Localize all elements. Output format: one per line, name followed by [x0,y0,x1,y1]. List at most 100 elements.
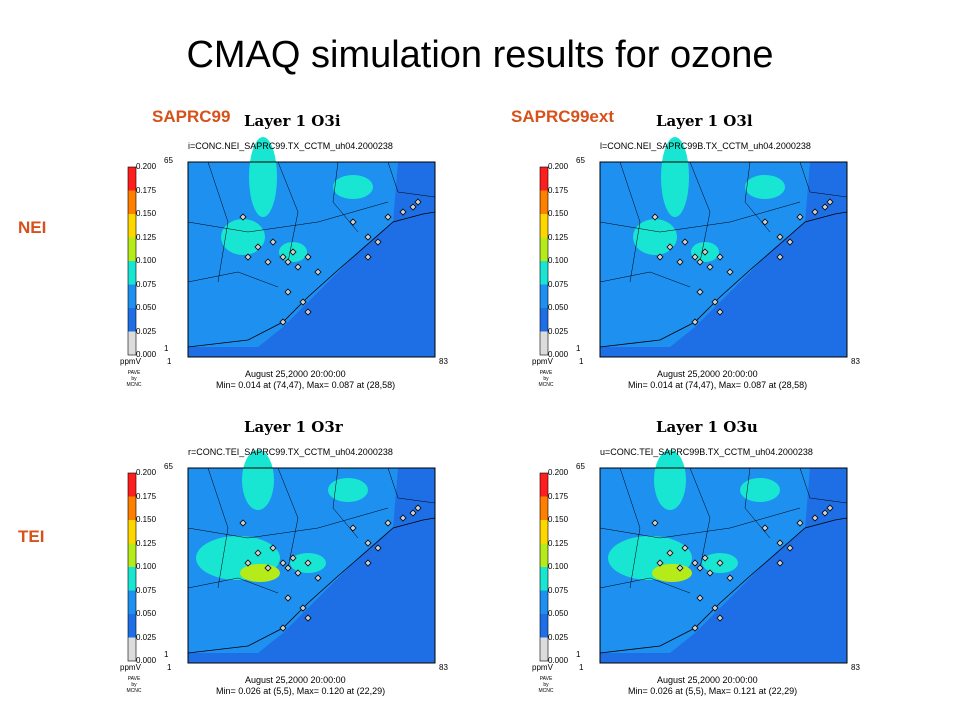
color-scale-tick: 0.000 [548,350,569,359]
county-boundary [187,577,279,594]
min-max-label: Min= 0.026 at (5,5), Max= 0.120 at (22,2… [216,686,386,696]
ozone-plume [654,450,686,510]
county-boundary [187,507,389,539]
monitor-station-marker [706,569,714,577]
county-boundary [387,467,436,504]
plot-title: Layer 1 O3u [656,418,758,436]
plot-panel-o3i: Layer 1 O3i i=CONC.NEI_SAPRC99.TX_CCTM_uh… [110,112,460,417]
color-bar-segment [540,331,548,355]
monitor-station-marker [304,308,312,316]
monitor-station-marker [711,298,719,306]
unit-label: ppmV [120,663,141,672]
monitor-station-marker [676,564,684,572]
color-bar-segment [128,473,136,497]
county-boundary [387,161,436,198]
monitor-station-marker [716,253,724,261]
coastline [599,211,848,348]
x-axis-min-label: 1 [579,357,584,366]
unit-label: ppmV [532,663,553,672]
monitor-station-marker [264,564,272,572]
color-bar-segment [540,567,548,591]
color-scale-tick: 0.075 [548,279,569,289]
county-boundary [599,507,801,539]
color-bar-segment [540,637,548,661]
color-bar-segment [540,614,548,638]
monitor-station-marker [706,263,714,271]
monitor-station-marker [314,268,322,276]
county-boundary [187,271,279,288]
coastline [187,211,436,348]
monitor-station-marker [796,213,804,221]
credit-label: PAVE [539,370,553,376]
county-boundary [599,201,801,233]
coastline [187,517,436,654]
monitor-station-marker [666,549,674,557]
color-bar-segment [128,614,136,638]
county-boundary [689,467,711,569]
unit-label: ppmV [532,357,553,366]
color-scale-tick: 0.200 [548,162,569,171]
monitor-station-marker [409,509,417,517]
monitor-station-marker [384,519,392,527]
color-scale-tick: 0.150 [548,209,569,218]
monitor-station-marker [304,614,312,622]
color-scale-tick: 0.075 [136,279,157,289]
monitor-station-marker [284,288,292,296]
monitor-station-marker [776,253,784,261]
county-boundary [599,271,691,288]
color-bar-segment [128,590,136,614]
monitor-station-marker [284,258,292,266]
monitor-station-marker [811,514,819,522]
monitor-station-marker [691,559,699,567]
monitor-station-marker [776,233,784,241]
y-axis-max-label: 65 [164,156,173,165]
credit-label: by [543,376,549,382]
monitor-station-marker [696,564,704,572]
ozone-hotspot [652,564,692,582]
color-bar-segment [128,214,136,238]
monitor-station-marker [244,253,252,261]
slide-title: CMAQ simulation results for ozone [186,34,774,76]
color-scale-tick: 0.050 [548,303,569,312]
monitor-station-marker [676,258,684,266]
monitor-station-marker [666,243,674,251]
plot-title: Layer 1 O3l [656,112,753,130]
monitor-station-marker [716,559,724,567]
ozone-plume [328,478,368,502]
monitor-station-marker [294,263,302,271]
monitor-station-marker [811,208,819,216]
color-bar-segment [128,237,136,261]
datetime-label: August 25,2000 20:00:00 [245,675,346,685]
monitor-station-marker [299,604,307,612]
color-scale-tick: 0.150 [136,209,157,218]
ozone-plume [661,137,689,217]
monitor-station-marker [384,213,392,221]
row-label-nei: NEI [18,218,47,237]
x-axis-max-label: 83 [851,663,860,672]
x-axis-min-label: 1 [167,357,172,366]
datetime-label: August 25,2000 20:00:00 [657,369,758,379]
color-scale-tick: 0.025 [136,632,157,642]
monitor-station-marker [299,298,307,306]
color-bar-segment [540,308,548,332]
ozone-map [127,137,436,358]
county-boundary [799,467,848,504]
file-label: r=CONC.TEI_SAPRC99.TX_CCTM_uh04.2000238 [188,447,393,457]
monitor-station-marker [364,253,372,261]
monitor-station-marker [696,258,704,266]
monitor-station-marker [284,594,292,602]
color-bar-segment [540,590,548,614]
color-bar-segment [128,190,136,214]
monitor-station-marker [279,318,287,326]
monitor-station-marker [651,213,659,221]
monitor-station-marker [651,519,659,527]
county-boundary [689,161,711,263]
monitor-station-marker [364,559,372,567]
ozone-hotspot [240,564,280,582]
county-boundary [207,161,229,283]
ozone-map [127,450,436,664]
monitor-station-marker [821,203,829,211]
color-scale-tick: 0.000 [136,350,157,359]
monitor-station-marker [399,514,407,522]
color-scale-tick: 0.075 [548,585,569,595]
